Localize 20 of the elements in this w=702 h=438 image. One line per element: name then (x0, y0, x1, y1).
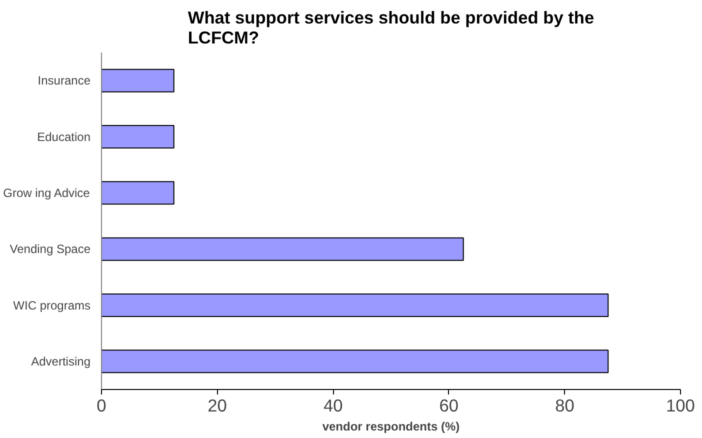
y-tick-label: Advertising (31, 354, 91, 368)
chart-title: What support services should be provided by the LCFCM? (188, 8, 595, 48)
y-tick-label: Insurance (38, 74, 91, 88)
x-tick-label: 40 (323, 396, 343, 416)
x-axis-title: vendor respondents (%) (322, 420, 460, 434)
x-tick-label: 100 (666, 396, 695, 416)
x-tick-label: 20 (208, 396, 227, 416)
y-tick-label: Vending Space (10, 242, 91, 256)
x-tick-label: 0 (96, 396, 106, 416)
y-tick-label: Education (37, 130, 90, 144)
bar (102, 294, 609, 317)
bar (102, 350, 609, 374)
y-tick-label: WIC programs (13, 298, 90, 312)
bar (102, 68, 174, 92)
x-tick-label: 60 (439, 396, 459, 416)
bar (102, 237, 464, 261)
y-tick-label: Grow ing Advice (3, 186, 90, 200)
x-tick-label: 80 (555, 396, 574, 416)
bar (102, 125, 174, 148)
bar (102, 181, 174, 205)
